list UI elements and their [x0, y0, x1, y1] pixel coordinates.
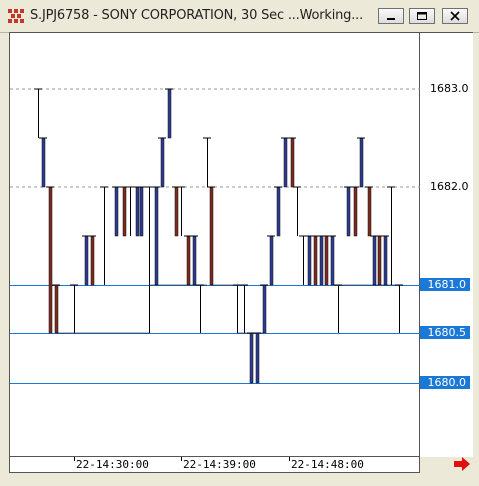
time-scale[interactable]: 22-14:30:00 22-14:39:00 22-14:48:00: [9, 456, 420, 473]
price-bar: [262, 284, 267, 334]
chart-grid-icon: [8, 9, 24, 23]
price-bar: [255, 332, 260, 384]
price-bar: [244, 285, 245, 333]
price-bar: [237, 285, 238, 333]
price-bar: [114, 186, 119, 237]
price-bar: [330, 235, 335, 286]
time-label: 22-14:48:00: [291, 458, 364, 471]
price-bar: [303, 236, 304, 285]
price-scale[interactable]: 1683.0 1682.0 1681.0 1680.5 1680.0: [420, 32, 473, 457]
price-label-1682: 1682.0: [430, 180, 469, 193]
price-bar: [122, 186, 127, 237]
time-tick: [74, 457, 75, 461]
price-bar: [276, 186, 281, 237]
price-bar: [367, 186, 372, 237]
price-bar: [167, 88, 172, 139]
price-bar: [359, 137, 364, 188]
price-bar: [209, 186, 214, 286]
minimize-icon: [387, 18, 395, 20]
price-bar: [307, 235, 312, 286]
maximize-icon: [417, 12, 427, 20]
price-bar: [186, 235, 191, 286]
price-bar: [90, 235, 95, 286]
price-bar: [181, 187, 182, 236]
time-tick: [181, 457, 182, 461]
time-tick: [289, 457, 290, 461]
price-bar: [319, 235, 324, 286]
time-label: 22-14:30:00: [76, 458, 149, 471]
price-bar: [338, 285, 339, 333]
window-title: S.JPJ6758 - SONY CORPORATION, 30 Sec ...…: [30, 8, 364, 23]
title-bar[interactable]: S.JPJ6758 - SONY CORPORATION, 30 Sec ...…: [0, 0, 479, 33]
price-bar: [207, 138, 208, 187]
price-bar: [135, 186, 140, 237]
chart-plot-area[interactable]: [9, 32, 421, 457]
price-tag-1681: 1681.0: [420, 278, 470, 291]
price-bar: [174, 186, 179, 237]
price-bar: [84, 235, 89, 286]
price-bar: [399, 285, 400, 333]
price-bar: [48, 186, 53, 334]
price-bar: [372, 235, 377, 286]
price-bar: [269, 235, 274, 286]
price-bar: [74, 285, 75, 333]
price-bar: [139, 186, 144, 237]
close-icon: [450, 11, 460, 21]
price-bar: [54, 284, 59, 334]
price-bar: [41, 137, 46, 188]
time-label: 22-14:39:00: [183, 458, 256, 471]
maximize-button[interactable]: [409, 8, 435, 24]
minimize-button[interactable]: [378, 8, 404, 24]
close-button[interactable]: [442, 8, 468, 24]
price-bar: [149, 187, 150, 333]
price-bar: [38, 89, 39, 138]
price-bars: [10, 88, 421, 384]
price-bar: [130, 187, 131, 236]
price-bar: [391, 187, 392, 285]
price-tag-1680-5: 1680.5: [420, 326, 470, 339]
price-bar: [104, 187, 105, 285]
price-bar: [200, 285, 201, 333]
red-right-arrow-icon[interactable]: [453, 457, 471, 471]
price-bar: [353, 186, 358, 237]
price-bar: [346, 186, 351, 237]
price-bar: [154, 186, 159, 286]
price-bar: [383, 235, 388, 286]
price-bar: [249, 332, 254, 384]
price-bar: [290, 137, 295, 188]
price-bar: [377, 235, 382, 286]
price-bar: [297, 187, 298, 236]
price-bar: [160, 137, 165, 188]
price-bar: [283, 137, 288, 188]
price-bar: [324, 235, 329, 286]
price-tag-1680: 1680.0: [420, 376, 470, 389]
price-bar: [313, 235, 318, 286]
price-label-1683: 1683.0: [430, 82, 469, 95]
price-bar: [192, 235, 197, 286]
